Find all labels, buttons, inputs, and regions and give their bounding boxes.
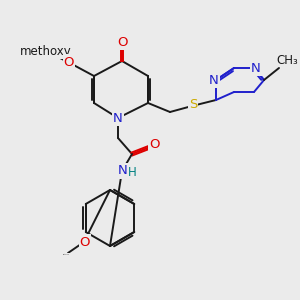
Text: O: O (149, 137, 159, 151)
Text: O: O (64, 56, 74, 68)
Text: methoxy: methoxy (20, 46, 72, 59)
Text: CH₃: CH₃ (276, 53, 298, 67)
Text: S: S (189, 98, 197, 112)
Text: O: O (80, 236, 90, 248)
Text: H: H (128, 166, 136, 178)
Text: O: O (64, 56, 74, 68)
Text: N: N (209, 74, 219, 86)
Text: methoxy2: methoxy2 (62, 254, 70, 255)
Text: N: N (118, 164, 128, 178)
Text: N: N (251, 61, 261, 74)
Text: O: O (80, 236, 90, 248)
Text: N: N (113, 112, 123, 124)
Text: O: O (117, 35, 127, 49)
